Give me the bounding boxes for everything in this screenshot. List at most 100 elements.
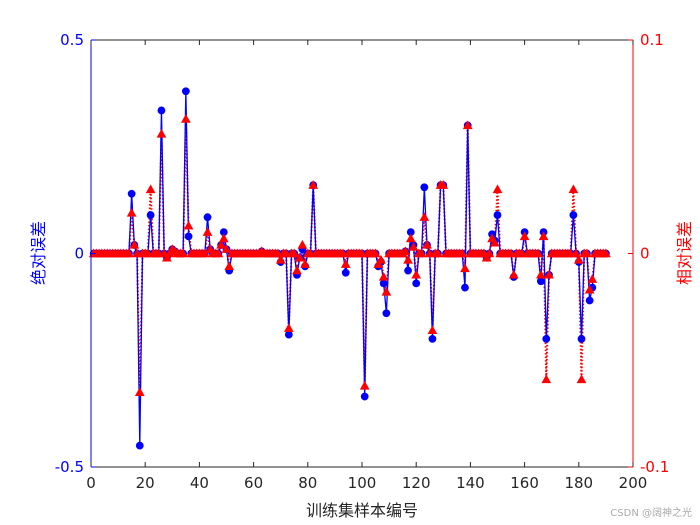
relative-error-point <box>489 237 500 247</box>
left-y-tick-label: 0.5 <box>60 31 84 49</box>
relative-error-point <box>416 248 427 258</box>
relative-error-point <box>156 128 167 138</box>
relative-error-point <box>492 184 503 194</box>
relative-error-point <box>433 248 443 258</box>
x-tick-label: 80 <box>298 474 317 492</box>
relative-error-point <box>573 254 584 264</box>
absolute-error-point <box>542 335 551 343</box>
x-axis: 0 20 40 60 80 100 120 140 160 180 200 <box>86 40 647 492</box>
relative-error-point <box>129 239 140 249</box>
relative-error-point <box>183 220 194 230</box>
relative-error-point <box>199 248 210 258</box>
relative-error-point <box>134 387 145 396</box>
relative-error-point <box>359 380 370 390</box>
relative-error-point <box>378 271 389 281</box>
left-y-axis: -0.5 0 0.5 <box>55 31 96 476</box>
watermark: CSDN @阔神之光 <box>610 508 692 519</box>
x-tick-label: 0 <box>86 474 96 492</box>
absolute-error-point <box>404 266 412 275</box>
right-y-tick-label: 0.1 <box>640 31 664 49</box>
relative-error-point <box>536 269 546 279</box>
relative-error-point <box>400 246 411 256</box>
x-tick-label: 40 <box>190 474 209 492</box>
relative-error-point <box>460 263 470 273</box>
relative-error-point <box>373 259 384 268</box>
right-y-tick-label: -0.1 <box>640 458 669 476</box>
relative-error-point <box>376 254 386 264</box>
relative-error-point <box>289 248 300 258</box>
absolute-error-point <box>382 309 391 318</box>
absolute-error-point <box>341 268 350 277</box>
relative-error-point <box>126 207 137 217</box>
x-tick-label: 100 <box>348 474 377 492</box>
absolute-error-point <box>146 211 155 219</box>
absolute-error-point <box>493 211 502 219</box>
x-tick-label: 200 <box>619 474 648 492</box>
absolute-error-point <box>577 335 586 343</box>
absolute-error-point <box>135 441 144 450</box>
relative-error-point <box>224 261 235 271</box>
absolute-error-point <box>181 87 190 96</box>
relative-error-point <box>178 248 188 258</box>
plot-area <box>88 39 634 468</box>
relative-error-point <box>403 254 413 264</box>
relative-error-point <box>538 231 549 241</box>
relative-error-point <box>213 248 224 258</box>
relative-error-point <box>162 252 172 262</box>
relative-error-point <box>297 239 308 249</box>
relative-error-point <box>587 274 598 283</box>
x-tick-label: 60 <box>244 474 263 492</box>
absolute-error-point <box>157 106 166 115</box>
relative-error-point <box>571 248 581 258</box>
relative-error-point <box>381 286 392 296</box>
relative-error-point <box>405 233 416 243</box>
relative-error-point <box>216 239 226 249</box>
x-tick-label: 120 <box>402 474 431 492</box>
relative-error-point <box>422 239 432 249</box>
absolute-error-point <box>284 330 293 339</box>
relative-error-point <box>533 248 543 258</box>
relative-error-point <box>427 325 438 335</box>
relative-error-point <box>568 184 579 194</box>
relative-error-point <box>484 248 495 258</box>
absolute-error-point <box>203 213 212 222</box>
relative-error-point <box>508 269 519 279</box>
right-y-axis: -0.1 0 0.1 <box>628 31 669 476</box>
relative-error-point <box>411 269 422 279</box>
relative-error-point <box>218 233 229 243</box>
relative-error-point <box>584 284 595 294</box>
relative-error-point <box>308 180 319 189</box>
x-tick-label: 180 <box>564 474 593 492</box>
x-tick-label: 140 <box>456 474 485 492</box>
absolute-error-point <box>428 335 437 343</box>
absolute-error-point <box>360 392 369 401</box>
relative-error-point <box>202 227 213 236</box>
relative-error-point <box>408 242 419 251</box>
relative-error-point <box>283 323 294 332</box>
absolute-error-point <box>585 296 594 305</box>
left-y-tick-label: 0 <box>74 245 84 263</box>
relative-error-point <box>457 248 468 258</box>
relative-error-point <box>419 212 430 221</box>
absolute-error-point <box>184 232 193 241</box>
relative-error-point <box>275 254 286 264</box>
left-y-axis-label: 绝对误差 <box>29 221 48 285</box>
relative-error-point <box>582 248 592 258</box>
relative-error-point <box>370 248 381 258</box>
relative-error-point <box>438 180 449 189</box>
absolute-error-point <box>461 283 469 292</box>
absolute-error-point <box>412 279 421 288</box>
right-y-tick-label: 0 <box>640 245 650 263</box>
relative-error-point <box>340 259 351 268</box>
x-tick-label: 20 <box>136 474 155 492</box>
relative-error-point <box>519 231 530 241</box>
absolute-error-point <box>420 183 429 192</box>
absolute-error-point <box>127 189 136 198</box>
relative-error-point <box>124 248 134 258</box>
relative-error-point <box>145 184 156 194</box>
relative-error-point <box>292 265 302 275</box>
absolute-error-point <box>536 277 545 286</box>
x-axis-label: 训练集样本编号 <box>306 501 418 520</box>
relative-error-point <box>462 120 473 130</box>
